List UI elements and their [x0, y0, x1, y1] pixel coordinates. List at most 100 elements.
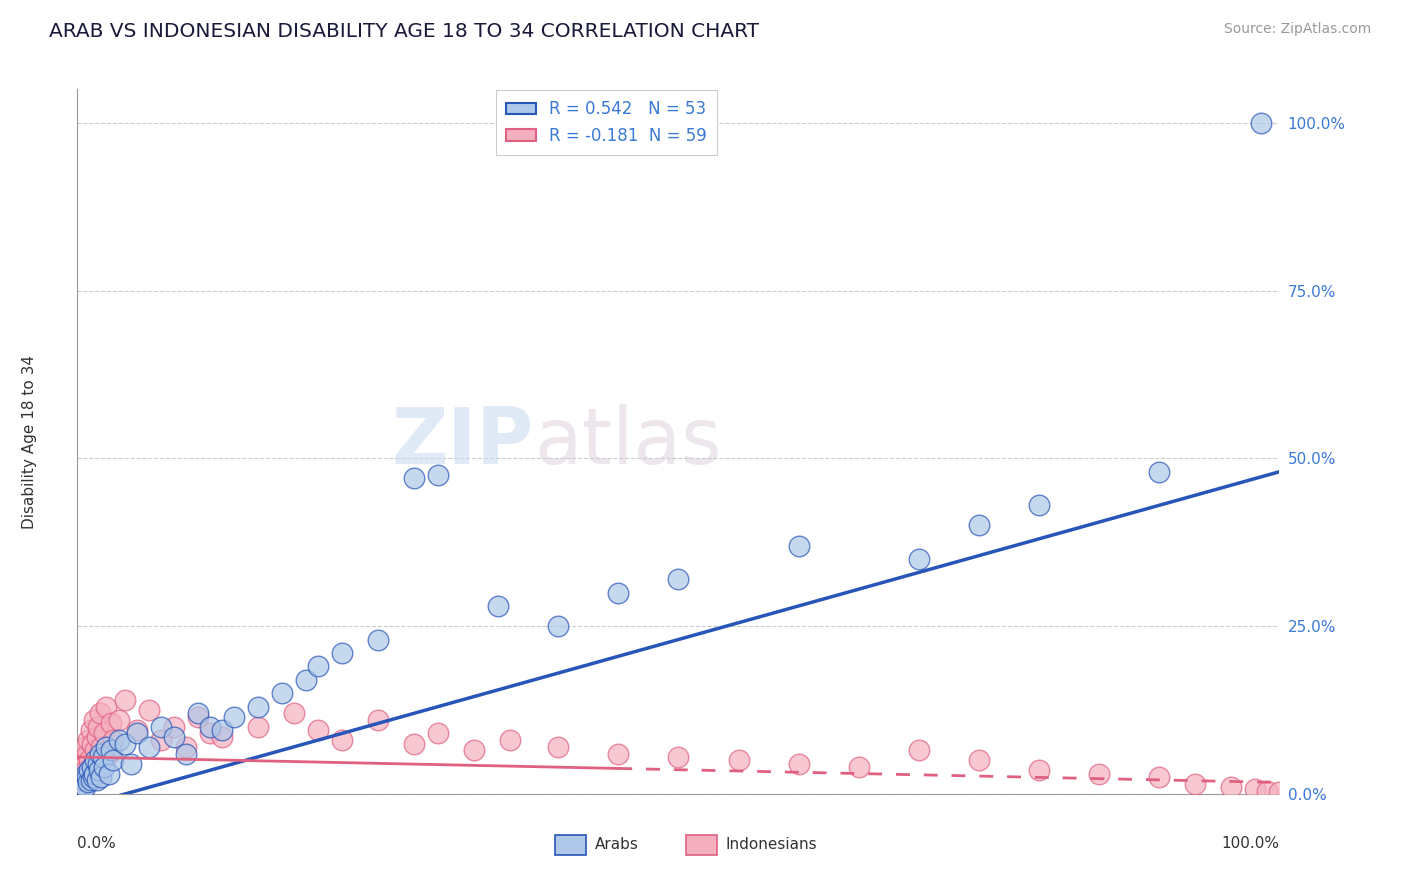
Point: [87, 750, 110, 764]
Point: [70, 753, 93, 767]
Point: [1149, 770, 1171, 784]
Point: [198, 720, 221, 734]
Point: [330, 646, 353, 660]
Point: [222, 709, 245, 723]
Point: [174, 739, 197, 754]
Point: [283, 706, 305, 721]
Point: [787, 756, 810, 771]
Point: [80, 760, 103, 774]
Point: [89, 706, 111, 721]
Point: [87, 764, 110, 778]
Point: [294, 673, 316, 687]
Point: [82, 770, 104, 784]
Text: ARAB VS INDONESIAN DISABILITY AGE 18 TO 34 CORRELATION CHART: ARAB VS INDONESIAN DISABILITY AGE 18 TO …: [49, 22, 759, 41]
Point: [72, 773, 94, 788]
Point: [1028, 764, 1050, 778]
Point: [108, 733, 131, 747]
Text: Indonesians: Indonesians: [725, 838, 817, 852]
Point: [187, 706, 209, 721]
Point: [127, 723, 149, 738]
Point: [848, 760, 870, 774]
Point: [114, 737, 136, 751]
Point: [307, 659, 329, 673]
Point: [967, 753, 990, 767]
Point: [307, 723, 329, 738]
Point: [668, 572, 690, 586]
Point: [499, 733, 522, 747]
Point: [1250, 116, 1272, 130]
Point: [90, 770, 112, 784]
Point: [402, 737, 425, 751]
Point: [77, 733, 100, 747]
Point: [367, 632, 389, 647]
Point: [330, 733, 353, 747]
Point: [1256, 783, 1278, 797]
Point: [79, 773, 101, 788]
Point: [83, 766, 105, 780]
Point: [80, 737, 103, 751]
Point: [402, 471, 425, 485]
Point: [103, 753, 125, 767]
Point: [270, 686, 292, 700]
Point: [83, 713, 105, 727]
Point: [76, 747, 98, 761]
Point: [138, 739, 160, 754]
Point: [463, 743, 485, 757]
Point: [486, 599, 509, 613]
Point: [547, 739, 569, 754]
Point: [246, 699, 269, 714]
Point: [72, 760, 94, 774]
Point: [138, 703, 160, 717]
Point: [87, 756, 110, 771]
Point: [198, 726, 221, 740]
Point: [79, 753, 101, 767]
Point: [96, 699, 118, 714]
Legend: R = 0.542   N = 53, R = -0.181  N = 59: R = 0.542 N = 53, R = -0.181 N = 59: [496, 90, 717, 155]
Point: [127, 726, 149, 740]
Point: [75, 764, 97, 778]
Point: [367, 713, 389, 727]
Point: [1088, 766, 1111, 780]
Point: [90, 739, 112, 754]
Point: [114, 693, 136, 707]
Point: [82, 756, 104, 771]
Point: [91, 750, 114, 764]
Point: [150, 720, 173, 734]
Point: [1220, 780, 1243, 794]
Point: [427, 468, 450, 483]
Point: [87, 720, 110, 734]
Point: [908, 743, 931, 757]
Point: [97, 766, 120, 780]
Point: [69, 766, 91, 780]
Point: [79, 764, 101, 778]
Point: [79, 723, 101, 738]
Point: [162, 720, 184, 734]
Point: [77, 774, 100, 789]
Text: Disability Age 18 to 34: Disability Age 18 to 34: [21, 354, 37, 529]
Point: [211, 730, 233, 744]
Point: [100, 716, 122, 731]
Text: Source: ZipAtlas.com: Source: ZipAtlas.com: [1223, 22, 1371, 37]
Point: [93, 760, 115, 774]
Point: [96, 739, 118, 754]
Point: [84, 753, 107, 767]
Point: [908, 552, 931, 566]
Text: atlas: atlas: [534, 403, 721, 480]
Point: [1028, 498, 1050, 512]
Point: [97, 747, 120, 761]
Point: [100, 743, 122, 757]
Point: [93, 726, 115, 740]
Point: [70, 777, 93, 791]
Point: [246, 720, 269, 734]
Point: [1268, 785, 1291, 799]
Point: [607, 585, 630, 599]
Point: [103, 733, 125, 747]
Point: [120, 756, 142, 771]
Point: [607, 747, 630, 761]
Point: [174, 747, 197, 761]
Point: [150, 733, 173, 747]
Text: 0.0%: 0.0%: [77, 836, 117, 851]
Point: [1184, 777, 1206, 791]
Point: [787, 539, 810, 553]
FancyBboxPatch shape: [686, 835, 717, 855]
